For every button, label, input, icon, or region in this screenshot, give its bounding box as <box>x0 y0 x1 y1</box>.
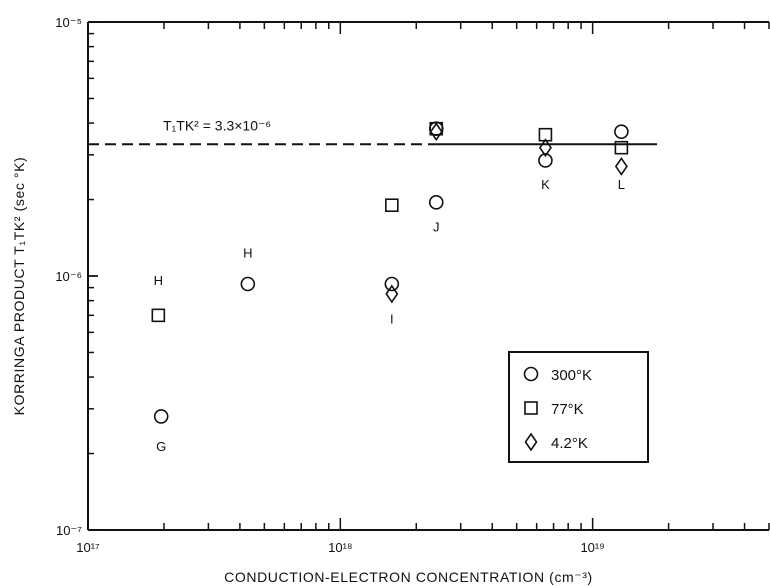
data-point-square <box>385 198 399 212</box>
y-axis-ticks: 10⁻⁷ 10⁻⁶ 10⁻⁵ <box>55 15 98 538</box>
data-point-circle <box>153 409 169 424</box>
legend-box <box>508 351 649 463</box>
data-point-diamond <box>614 157 628 176</box>
legend-entry-label: 300°K <box>551 367 592 384</box>
legend-entry-label: 4.2°K <box>551 435 588 452</box>
plot-frame <box>87 21 769 531</box>
legend-marker-diamond <box>524 432 538 452</box>
y-tick-label: 10⁻⁷ <box>56 523 82 538</box>
x-tick-label: 10¹⁸ <box>328 540 352 555</box>
data-point-circle <box>384 276 400 292</box>
point-label: I <box>390 312 394 327</box>
point-label: H <box>154 273 163 288</box>
data-point-square <box>614 140 629 155</box>
x-axis-ticks: 10¹⁷ 10¹⁸ 10¹⁹ <box>76 22 770 555</box>
point-label: H <box>243 246 252 261</box>
point-label: G <box>156 439 166 454</box>
data-point-diamond <box>429 122 443 142</box>
data-point-circle <box>614 124 629 139</box>
x-axis-label: CONDUCTION-ELECTRON CONCENTRATION (cm⁻³) <box>224 569 593 585</box>
point-label: J <box>433 219 440 234</box>
data-point-diamond <box>538 138 552 158</box>
reference-line-label: T₁TK² = 3.3×10⁻⁶ <box>163 117 271 133</box>
legend: 300°K 77°K 4.2°K <box>508 351 649 463</box>
point-label: K <box>541 177 550 192</box>
y-tick-label: 10⁻⁵ <box>55 15 82 30</box>
reference-line-group: T₁TK² = 3.3×10⁻⁶ <box>88 117 658 146</box>
data-point-circle <box>240 276 256 292</box>
x-tick-label: 10¹⁹ <box>580 540 604 555</box>
data-point-circle <box>538 153 553 168</box>
data-points <box>151 121 629 424</box>
data-point-square <box>151 308 166 323</box>
data-point-diamond <box>385 284 399 304</box>
point-annotations: G H H I J K L <box>154 177 625 454</box>
y-tick-label: 10⁻⁶ <box>55 269 82 284</box>
legend-marker-square <box>524 401 538 415</box>
x-tick-label: 10¹⁷ <box>76 540 100 555</box>
data-point-circle <box>428 195 444 210</box>
y-axis-label: KORRINGA PRODUCT T₁TK² (sec °K) <box>11 157 27 416</box>
legend-entry-label: 77°K <box>551 401 584 418</box>
point-label: L <box>618 177 625 192</box>
legend-marker-circle <box>523 366 539 382</box>
